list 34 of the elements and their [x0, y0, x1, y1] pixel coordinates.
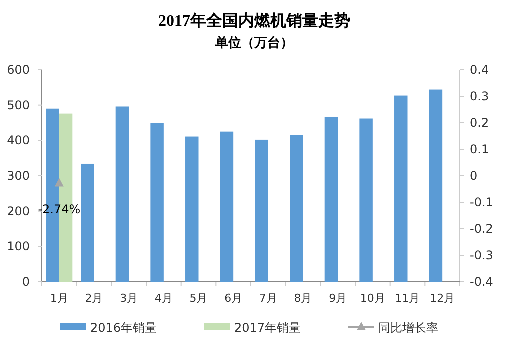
- y2-tick-label: 0.2: [470, 116, 490, 130]
- y-tick-label: 100: [7, 240, 30, 254]
- x-tick-label: 9月: [329, 292, 348, 305]
- y2-tick-label: 0.4: [470, 63, 490, 77]
- y2-tick-label: 0: [470, 169, 478, 183]
- x-tick-label: 2月: [85, 292, 104, 305]
- x-tick-label: 4月: [154, 292, 173, 305]
- y2-tick-label: 0.1: [470, 142, 490, 156]
- legend-label: 同比增长率: [378, 321, 438, 335]
- y-tick-label: 400: [7, 134, 30, 148]
- x-tick-label: 7月: [259, 292, 278, 305]
- y-tick-label: 200: [7, 204, 30, 218]
- y-tick-label: 500: [7, 98, 30, 112]
- x-tick-label: 8月: [294, 292, 312, 305]
- legend-label: 2016年销量: [90, 321, 158, 335]
- chart-title: 2017年全国内燃机销量走势: [158, 12, 350, 30]
- x-tick-label: 3月: [120, 292, 138, 305]
- x-tick-label: 1月: [50, 292, 68, 305]
- x-tick-label: 10月: [360, 292, 386, 305]
- chart-subtitle: 单位（万台）: [214, 35, 294, 51]
- y2-tick-label: -0.2: [470, 222, 494, 236]
- y-tick-label: 600: [7, 63, 30, 77]
- y2-tick-label: -0.3: [470, 248, 494, 262]
- x-tick-label: 5月: [190, 292, 208, 305]
- y2-tick-label: -0.4: [470, 275, 494, 289]
- legend-label: 2017年销量: [234, 321, 302, 335]
- x-tick-label: 11月: [395, 292, 420, 305]
- y2-tick-label: -0.1: [470, 196, 494, 210]
- y-tick-label: 0: [22, 275, 30, 289]
- y-tick-label: 300: [7, 169, 30, 183]
- data-label: -2.74%: [38, 202, 81, 216]
- x-tick-label: 6月: [224, 292, 243, 305]
- x-tick-label: 12月: [430, 292, 456, 305]
- y2-tick-label: 0.3: [470, 90, 490, 104]
